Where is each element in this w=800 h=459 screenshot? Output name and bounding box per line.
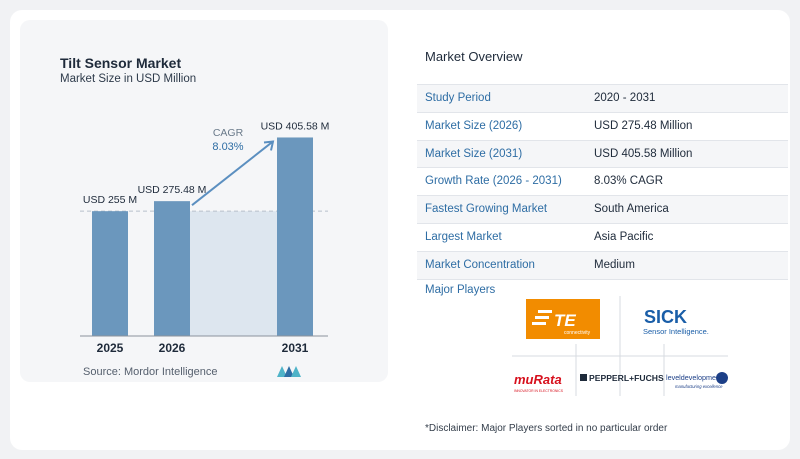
svg-text:manufacturing excellence: manufacturing excellence	[675, 384, 723, 389]
svg-text:Sensor Intelligence.: Sensor Intelligence.	[643, 327, 709, 336]
overview-row-fastest-growing-market: Fastest Growing Market South America	[417, 196, 788, 224]
overview-label: Largest Market	[425, 230, 502, 243]
market-overview-table: Study Period 2020 - 2031 Market Size (20…	[417, 84, 788, 280]
data-label-2031: USD 405.58 M	[261, 120, 330, 132]
pepperl-fuchs-logo: PEPPERL+FUCHS	[580, 373, 664, 383]
market-overview-title: Market Overview	[425, 49, 523, 64]
overview-label: Growth Rate (2026 - 2031)	[425, 175, 562, 188]
overview-row-market-size-2026: Market Size (2026) USD 275.48 Million	[417, 113, 788, 141]
svg-text:muRata: muRata	[514, 372, 562, 387]
cagr-value: 8.03%	[212, 141, 243, 153]
overview-label: Fastest Growing Market	[425, 203, 548, 216]
overview-value: 8.03% CAGR	[594, 175, 664, 188]
te-connectivity-logo: TE connectivity	[526, 299, 600, 339]
x-tick-2026: 2026	[159, 341, 186, 355]
cagr-label: CAGR	[213, 127, 244, 139]
overview-row-market-concentration: Market Concentration Medium	[417, 251, 788, 280]
svg-text:SICK: SICK	[644, 307, 687, 327]
svg-text:TE: TE	[554, 311, 576, 330]
svg-text:connectivity: connectivity	[564, 330, 591, 336]
chart-subtitle: Market Size in USD Million	[60, 73, 197, 85]
bar-2025	[92, 211, 128, 336]
overview-row-largest-market: Largest Market Asia Pacific	[417, 224, 788, 252]
cagr-shaded-area	[190, 211, 277, 336]
overview-row-study-period: Study Period 2020 - 2031	[417, 84, 788, 113]
data-label-2025: USD 255 M	[83, 194, 137, 206]
disclaimer: *Disclaimer: Major Players sorted in no …	[425, 423, 668, 434]
overview-label: Study Period	[425, 92, 491, 104]
chart-title: Tilt Sensor Market	[60, 55, 182, 71]
data-label-2026: USD 275.48 M	[138, 184, 207, 196]
svg-text:INNOVATOR IN ELECTRONICS: INNOVATOR IN ELECTRONICS	[514, 389, 564, 393]
murata-logo: muRata INNOVATOR IN ELECTRONICS	[514, 372, 564, 393]
overview-label: Market Size (2031)	[425, 147, 523, 160]
overview-label: Market Concentration	[425, 258, 535, 271]
x-tick-2025: 2025	[97, 341, 124, 355]
bar-2031	[277, 137, 313, 336]
x-tick-2031: 2031	[282, 341, 309, 355]
overview-value: Medium	[594, 258, 635, 271]
overview-value: South America	[594, 203, 669, 216]
bar-chart: USD 255 M 2025 USD 275.48 M 2026 USD 405.58 …	[80, 120, 330, 355]
major-players-logos: TE connectivity SICK Sensor Intelligence…	[512, 296, 728, 396]
overview-value: 2020 - 2031	[594, 92, 656, 104]
level-developments-logo: leveldevelopments manufacturing excellen…	[666, 372, 728, 389]
overview-row-market-size-2031: Market Size (2031) USD 405.58 Million	[417, 140, 788, 169]
overview-label: Market Size (2026)	[425, 119, 523, 132]
overview-value: Asia Pacific	[594, 230, 654, 243]
svg-text:PEPPERL+FUCHS: PEPPERL+FUCHS	[589, 373, 664, 383]
major-players-title: Major Players	[425, 284, 496, 296]
cagr-arrow	[191, 140, 275, 206]
overview-value: USD 275.48 Million	[594, 119, 693, 132]
overview-row-growth-rate: Growth Rate (2026 - 2031) 8.03% CAGR	[417, 168, 788, 197]
overview-value: USD 405.58 Million	[594, 147, 693, 160]
svg-text:leveldevelopments: leveldevelopments	[666, 373, 726, 382]
chart-source: Source: Mordor Intelligence	[83, 366, 218, 378]
bar-2026	[154, 201, 190, 336]
mordor-intelligence-logo	[277, 366, 301, 377]
sick-logo: SICK Sensor Intelligence.	[643, 307, 709, 336]
